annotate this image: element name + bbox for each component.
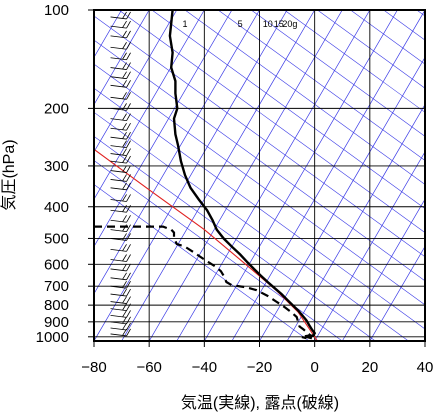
x-axis-label: 気温(実線), 露点(破線) [181,394,339,412]
wind-barb [110,280,131,289]
wind-barb [110,42,131,50]
wind-barb [110,62,131,70]
wind-barb [110,165,131,173]
isotherm-line [121,10,315,341]
wind-barb [110,263,131,272]
wind-barb [110,20,131,29]
adiabat-line [383,10,425,41]
wind-barb [110,194,131,202]
mixing-ratio-label: 1 [183,19,188,29]
x-tick-label: −60 [136,359,161,376]
x-tick-label: −20 [247,359,272,376]
adiabat-line [151,10,425,209]
isotherm-line [231,10,425,341]
y-tick-label: 400 [44,199,69,216]
wind-barb [110,11,131,20]
isotherm-line [314,151,425,341]
adiabat-line [284,10,425,113]
wind-barb [110,140,131,149]
wind-barb [110,224,131,233]
wind-barb [110,303,131,312]
wind-barb [110,322,131,331]
y-tick-label: 500 [44,230,69,247]
wind-barb [110,80,131,88]
isotherm-line [204,10,398,341]
wind-barb [110,310,131,318]
mixing-ratio-label: 20g [282,19,297,29]
y-tick-label: 900 [44,314,69,331]
mixing-ratio-label: 10 [263,19,273,29]
y-tick-label: 700 [44,278,69,295]
wind-barb [110,52,131,61]
isotherm-line [94,10,150,106]
wind-barb [110,103,131,111]
isotherm-line [94,10,260,295]
wind-barb [110,205,131,213]
sounding-series [94,10,318,341]
isotherm-line [176,10,371,341]
y-tick-label: 800 [44,297,69,314]
y-tick-label: 100 [44,2,69,19]
adiabat-line [94,63,425,306]
x-tick-label: 0 [310,359,318,376]
x-axis-ticks: −80 −60 −40 −20 0 20 40 [81,341,433,376]
wind-barb [110,123,131,131]
isotherm-line [94,10,178,153]
wind-barb [110,182,131,191]
mixing-ratio-label: 5 [238,19,243,29]
mixing-ratio-label: 15 [274,19,284,29]
wind-barbs [110,11,131,337]
wind-barb [110,272,131,281]
wind-barb [110,71,131,80]
y-tick-label: 600 [44,256,69,273]
temperature-curve [168,10,317,340]
wind-barb [110,233,131,241]
wind-barb [110,328,131,337]
x-tick-label: −80 [81,359,106,376]
wind-barb [110,288,131,297]
wind-barb [110,113,131,122]
wind-barb [110,155,131,164]
wind-barb [110,296,131,304]
adiabat-line [217,10,425,161]
y-axis-label: 気圧(hPa) [0,139,18,210]
wind-barb [110,30,131,39]
adiabat-line [251,10,425,137]
adiabat-line [94,15,425,258]
grid-lines [94,10,425,341]
dewpoint-curve [94,225,314,340]
wind-barb [110,174,131,182]
y-tick-label: 300 [44,158,69,175]
x-tick-label: 20 [361,359,378,376]
wind-barb [110,148,131,156]
isotherm-line [94,10,233,248]
wind-barb [110,215,131,223]
isotherm-line [94,10,205,200]
adiabat-line [350,10,425,65]
wind-barb [110,316,131,325]
wind-barb [110,244,131,252]
x-tick-label: 40 [417,359,434,376]
y-tick-label: 200 [44,100,69,117]
adiabat-line [94,39,425,282]
y-tick-label: 1000 [36,329,69,346]
adiabat-line [118,10,425,234]
x-tick-label: −40 [192,359,217,376]
wind-barb [110,92,131,100]
wind-barb [110,254,131,262]
adiabat-line [317,10,425,89]
wind-barb [110,131,131,140]
adiabat-line [184,10,425,185]
